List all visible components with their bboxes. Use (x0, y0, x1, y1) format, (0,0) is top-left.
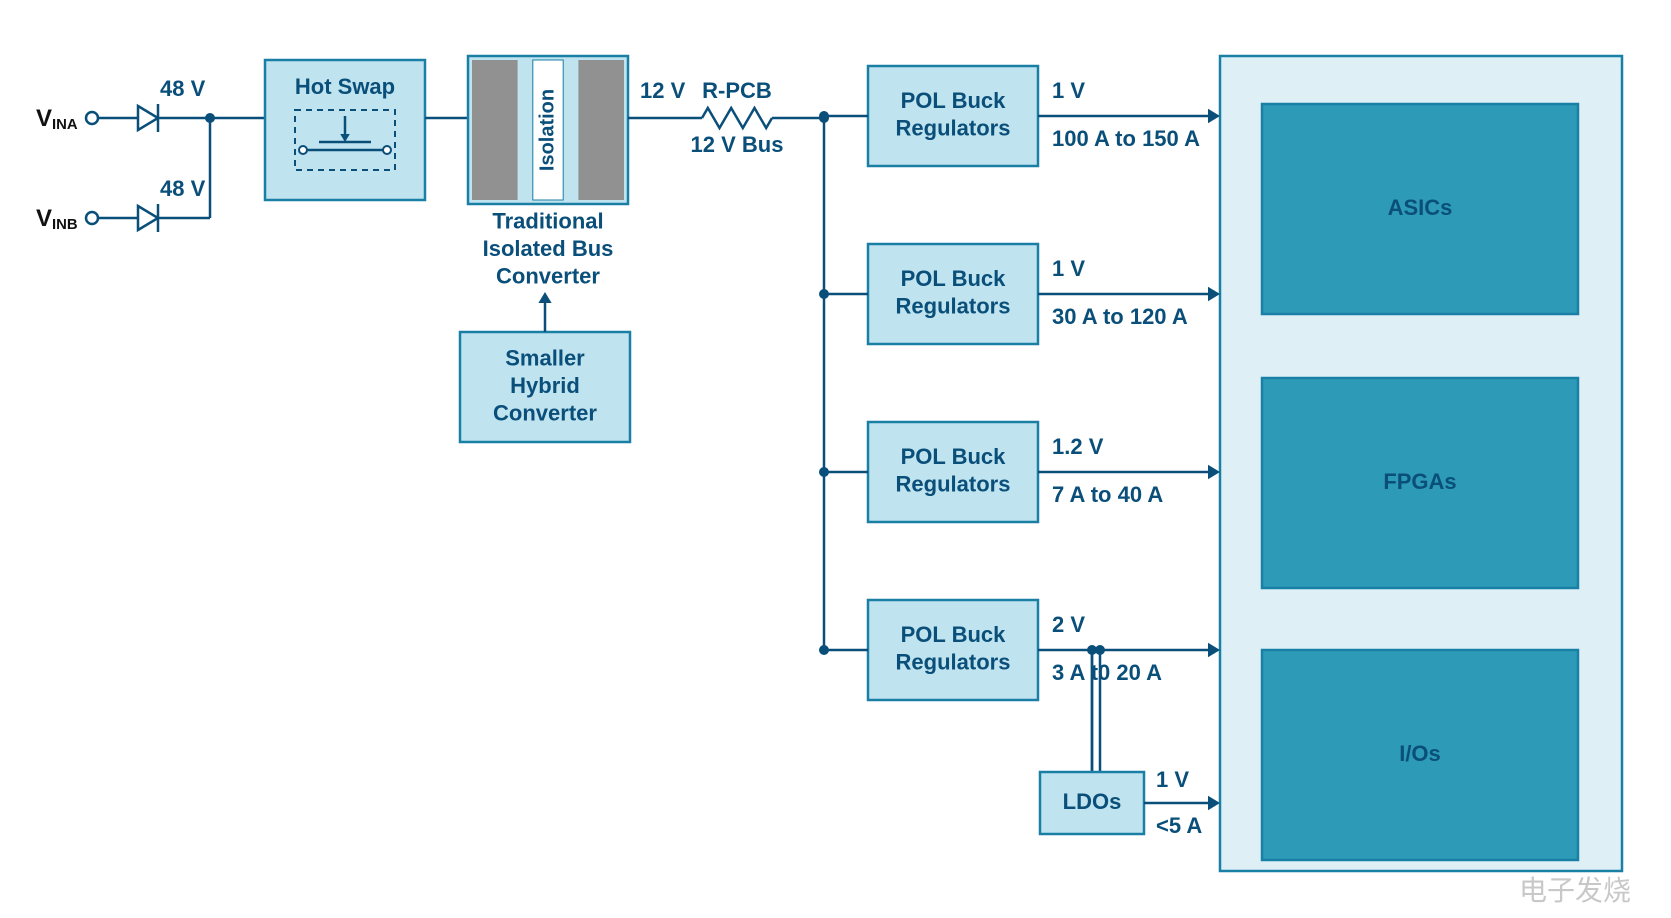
pol-v: 2 V (1052, 612, 1085, 637)
pol-i: 30 A to 120 A (1052, 304, 1188, 329)
pol-title: POL Buck (901, 444, 1007, 469)
pol-title: POL Buck (901, 88, 1007, 113)
smaller-hybrid-title: Hybrid (510, 373, 580, 398)
watermark: 电子发烧 (1519, 875, 1631, 906)
label-rpcb: R-PCB (702, 78, 772, 103)
isolated-converter-caption: Converter (496, 263, 600, 288)
isolation-label: Isolation (536, 89, 558, 171)
smaller-hybrid-title: Converter (493, 400, 597, 425)
vin-b-label: VINB (36, 205, 78, 233)
ldos-title: LDOs (1063, 789, 1122, 814)
rpcb-resistor (702, 108, 772, 128)
label-12v-bus: 12 V Bus (691, 132, 784, 157)
pol-title: POL Buck (901, 622, 1007, 647)
label-12v: 12 V (640, 78, 686, 103)
pol-v: 1 V (1052, 256, 1085, 281)
pol-v: 1 V (1052, 78, 1085, 103)
ldos-v: 1 V (1156, 767, 1189, 792)
pol-title: Regulators (896, 472, 1011, 497)
load-title: ASICs (1388, 195, 1453, 220)
isolated-converter-caption: Isolated Bus (483, 236, 614, 261)
vin-b-volt: 48 V (160, 176, 206, 201)
pol-i: 100 A to 150 A (1052, 126, 1200, 151)
pol-i: 7 A to 40 A (1052, 482, 1163, 507)
load-title: FPGAs (1383, 469, 1456, 494)
pol-title: Regulators (896, 650, 1011, 675)
load-title: I/Os (1399, 741, 1441, 766)
isolated-converter-caption: Traditional (492, 208, 603, 233)
pol-title: Regulators (896, 294, 1011, 319)
pol-title: Regulators (896, 116, 1011, 141)
ldos-i: <5 A (1156, 813, 1202, 838)
pol-i: 3 A t0 20 A (1052, 660, 1162, 685)
vin-a-volt: 48 V (160, 76, 206, 101)
smaller-hybrid-title: Smaller (505, 345, 585, 370)
vin-a-label: VINA (36, 105, 78, 133)
pol-v: 1.2 V (1052, 434, 1104, 459)
pol-title: POL Buck (901, 266, 1007, 291)
hot-swap-title: Hot Swap (295, 74, 395, 99)
